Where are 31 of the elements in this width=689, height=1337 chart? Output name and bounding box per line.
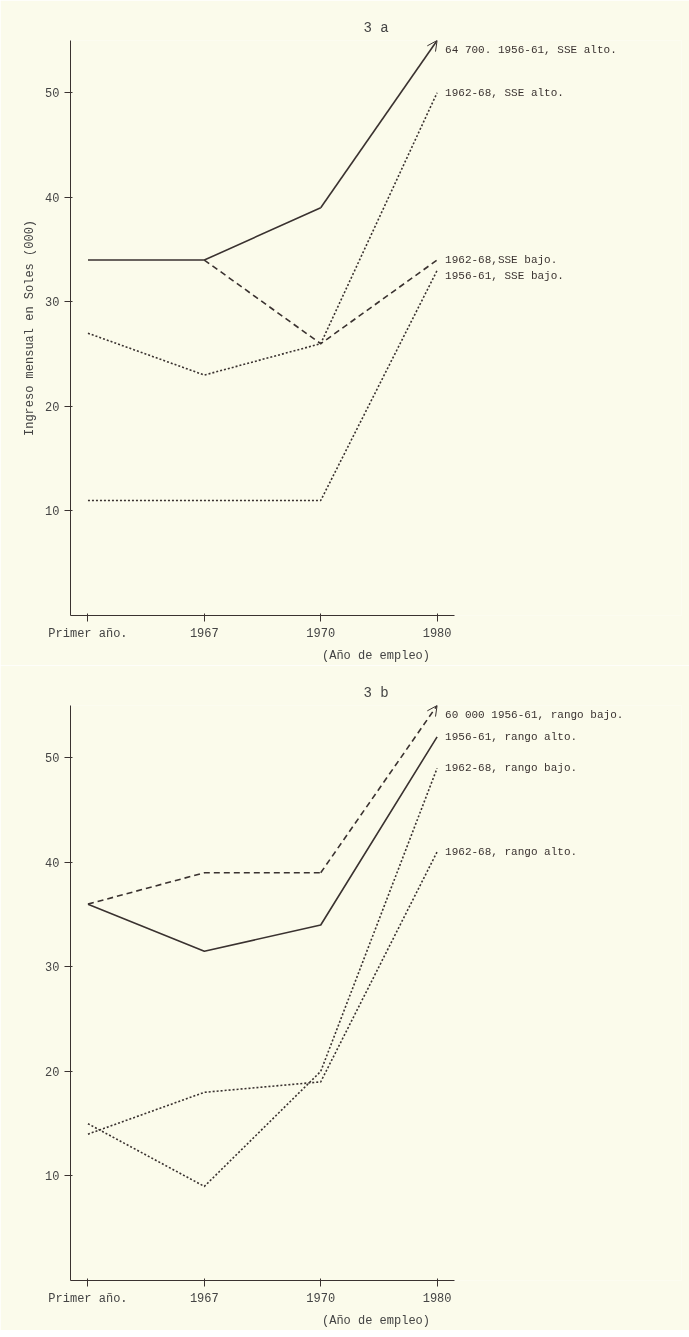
y-tick-label: 30 bbox=[45, 296, 60, 311]
y-axis-title: Ingreso mensual en Soles (000) bbox=[23, 219, 38, 437]
x-tick-label: 1967 bbox=[189, 1291, 219, 1306]
series-label: 1956-61, SSE bajo. bbox=[445, 270, 564, 283]
x-tick-label: 1970 bbox=[306, 1291, 336, 1306]
series-label: 1962-68,SSE bajo. bbox=[445, 254, 558, 267]
y-tick-label: 10 bbox=[45, 1170, 60, 1185]
chart-title: 3 b bbox=[363, 684, 389, 701]
y-tick-label: 40 bbox=[45, 856, 60, 871]
x-tick-label: 1980 bbox=[422, 1291, 452, 1306]
series-label: 1962-68, SSE alto. bbox=[445, 86, 564, 99]
x-tick-label: 1980 bbox=[422, 626, 452, 641]
y-tick-label: 40 bbox=[45, 191, 60, 206]
y-tick-label: 10 bbox=[45, 505, 60, 520]
y-tick-label: 20 bbox=[45, 1065, 60, 1080]
y-tick-label: 30 bbox=[45, 961, 60, 976]
y-tick-label: 20 bbox=[45, 400, 60, 415]
x-axis-title: (Año de empleo) bbox=[321, 1313, 431, 1328]
x-axis-title: (Año de empleo) bbox=[321, 648, 431, 663]
annotation: 64 700. 1956-61, SSE alto. bbox=[445, 43, 617, 56]
x-tick-label: Primer año. bbox=[48, 1291, 128, 1306]
series-label: 1962-68, rango alto. bbox=[445, 845, 578, 858]
x-tick-label: 1967 bbox=[189, 626, 219, 641]
annotation: 60 000 1956-61, rango bajo. bbox=[445, 708, 624, 721]
chart-title: 3 a bbox=[363, 19, 389, 36]
series-label: 1962-68, rango bajo. bbox=[445, 762, 578, 775]
x-tick-label: Primer año. bbox=[48, 626, 128, 641]
y-tick-label: 50 bbox=[45, 87, 60, 102]
series-label: 1956-61, rango alto. bbox=[445, 730, 578, 743]
y-tick-label: 50 bbox=[45, 752, 60, 767]
x-tick-label: 1970 bbox=[306, 626, 336, 641]
